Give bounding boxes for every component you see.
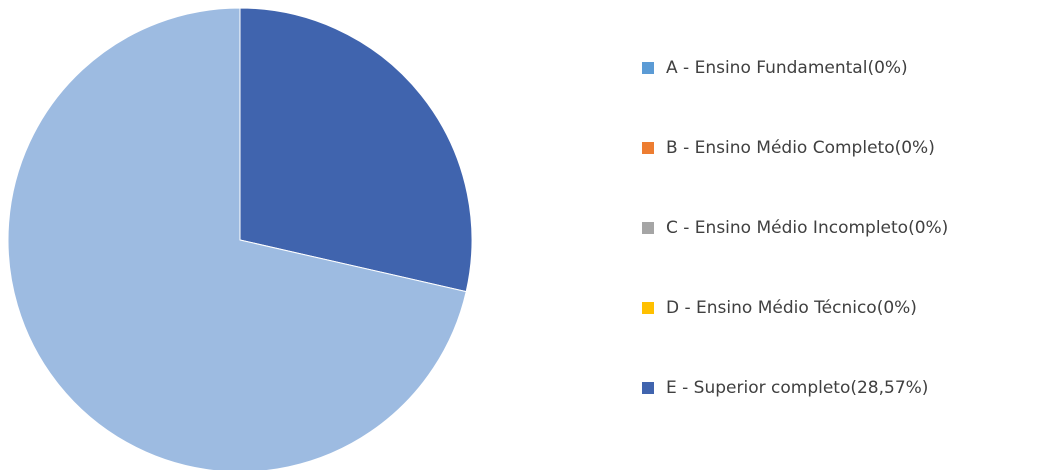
pie-slice: [7, 7, 467, 470]
legend-swatch: [642, 222, 654, 234]
legend-swatch: [642, 62, 654, 74]
legend-label: A - Ensino Fundamental(0%): [666, 58, 908, 78]
legend-label: E - Superior completo(28,57%): [666, 378, 928, 398]
legend-swatch: [642, 302, 654, 314]
legend-label: B - Ensino Médio Completo(0%): [666, 138, 935, 158]
pie-slice: [239, 7, 473, 293]
legend-swatch: [642, 382, 654, 394]
legend-label: D - Ensino Médio Técnico(0%): [666, 298, 917, 318]
legend-label: C - Ensino Médio Incompleto(0%): [666, 218, 948, 238]
legend-swatch: [642, 142, 654, 154]
